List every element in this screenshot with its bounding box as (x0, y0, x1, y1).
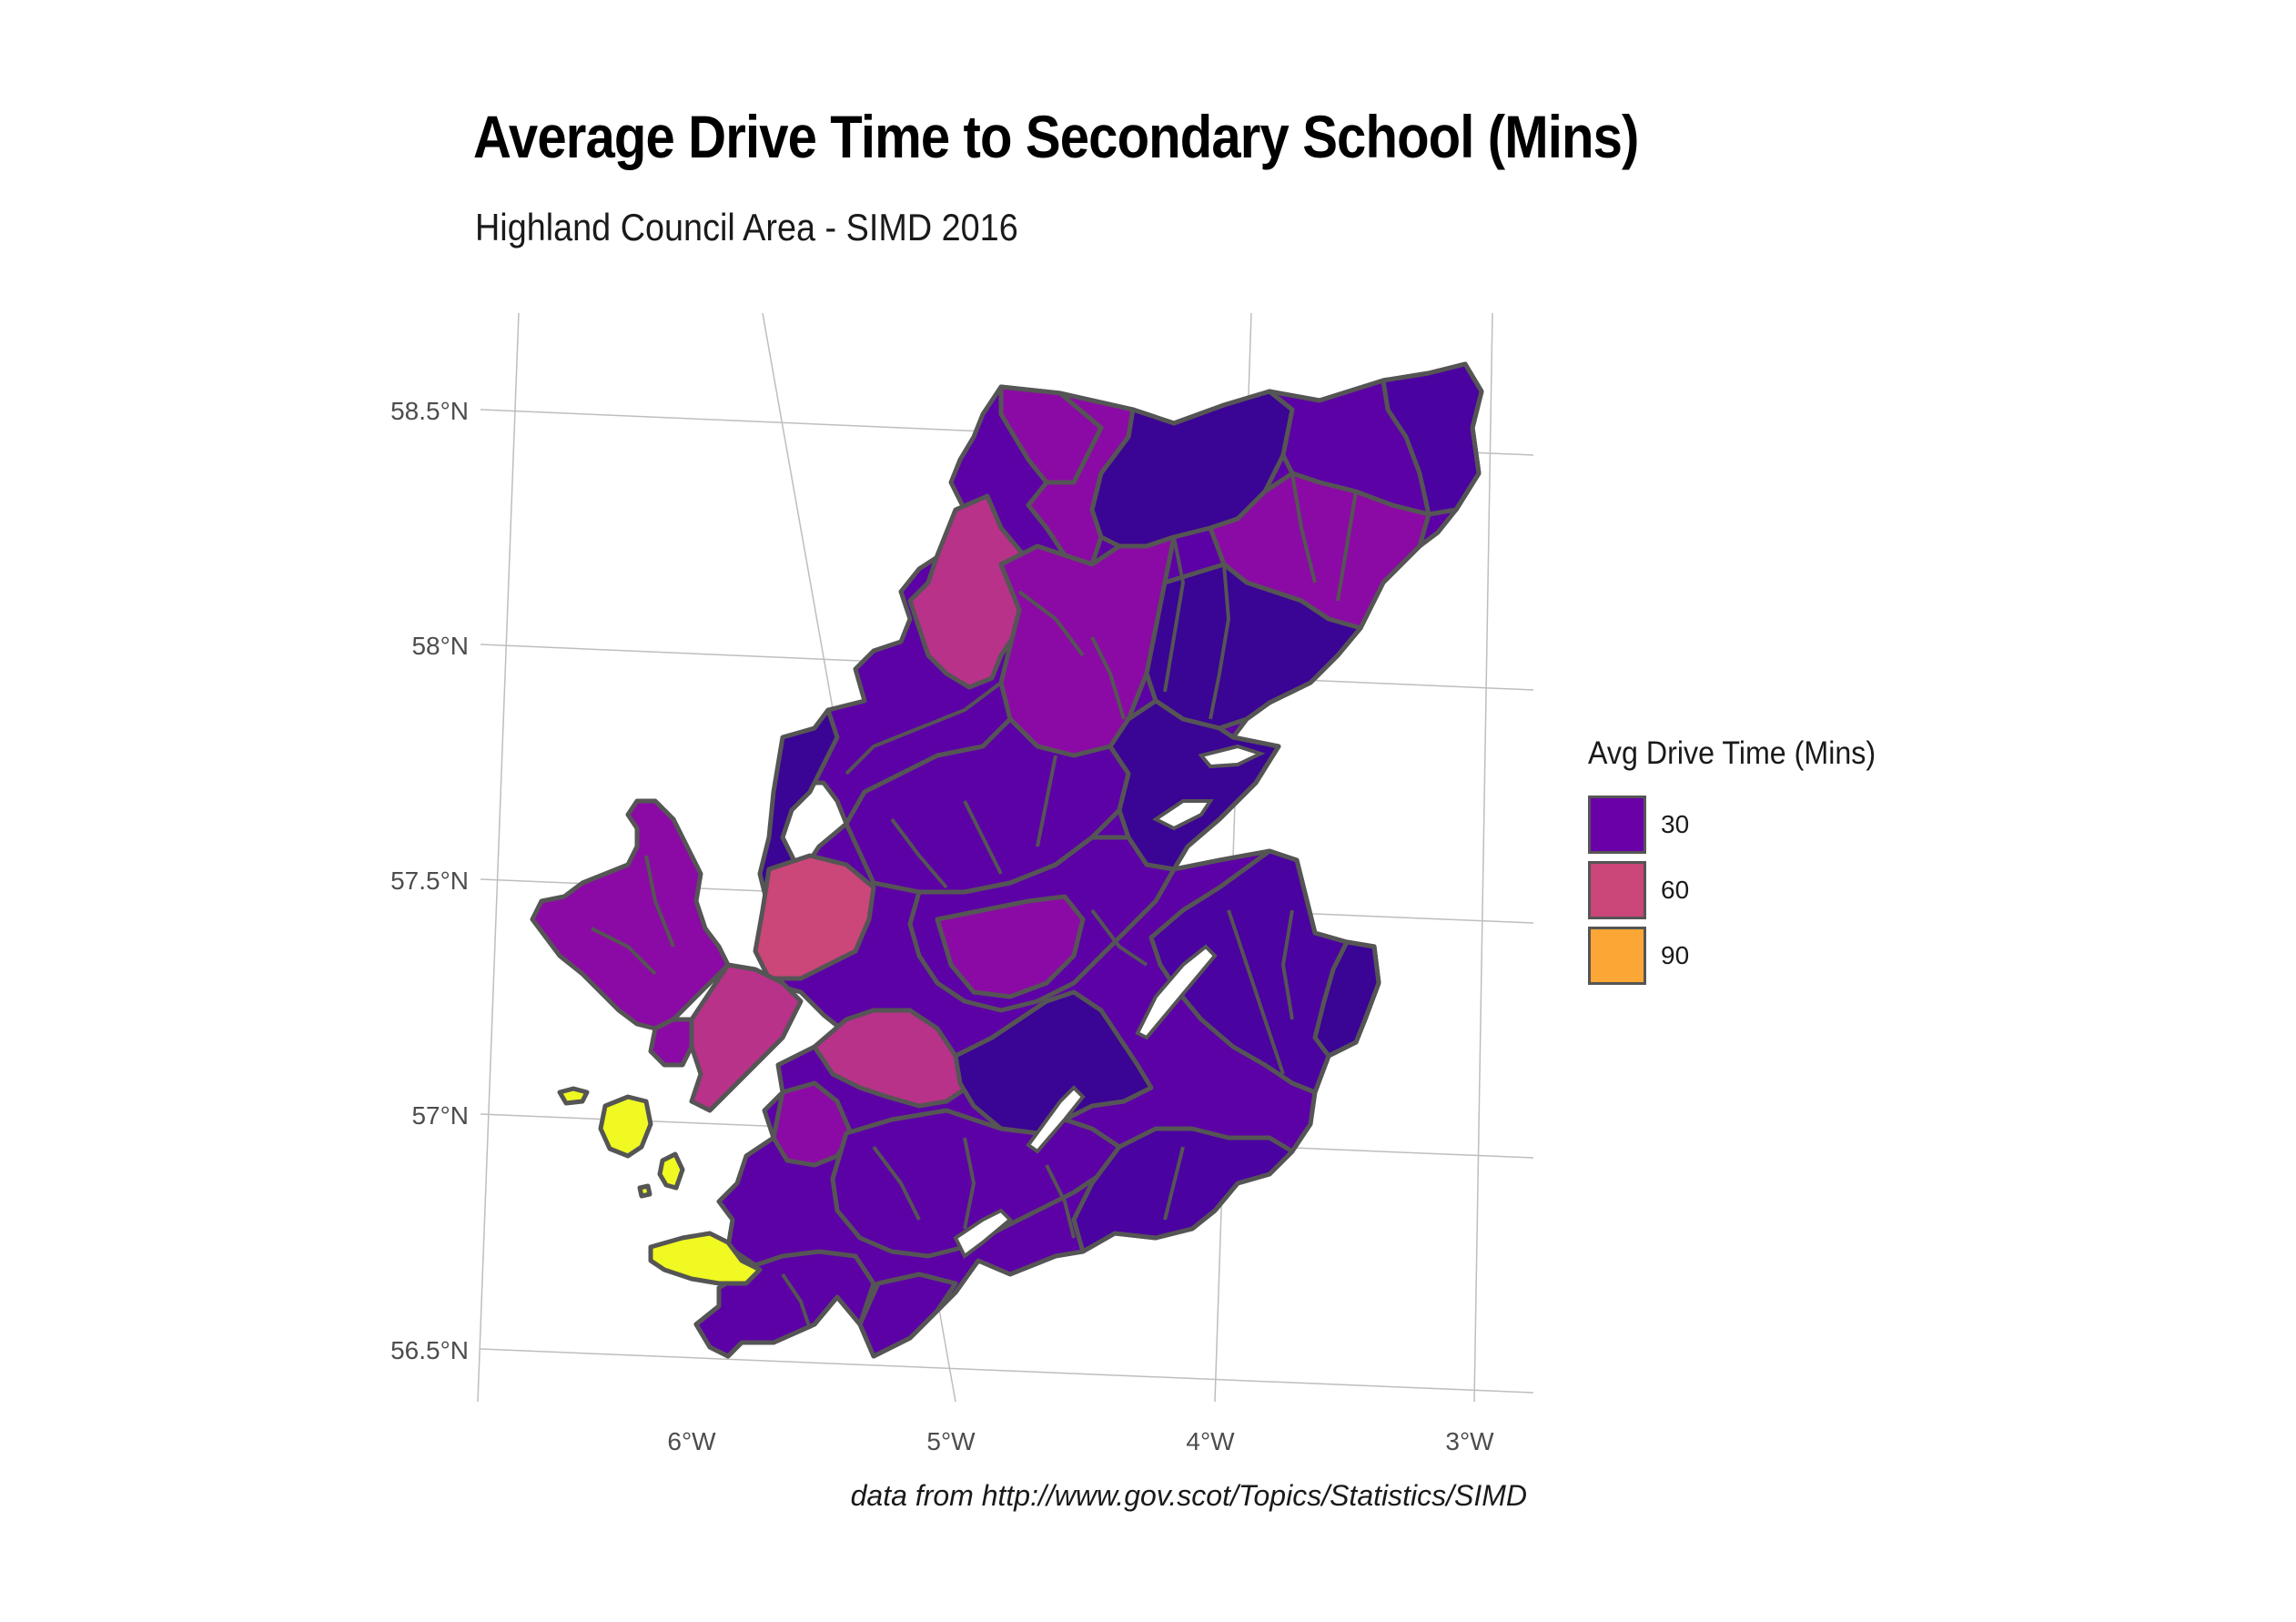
region-lochalsh-rose (753, 853, 876, 981)
legend-item-30: 30 (1588, 792, 1901, 857)
boundary-line (1281, 909, 1294, 1020)
internal-boundaries (591, 472, 1358, 1330)
lon-tick-labels: 6°W 5°W 4°W 3°W (667, 1427, 1494, 1455)
lon-tick-3: 3°W (1445, 1427, 1494, 1455)
region-skye-sleat (648, 1017, 694, 1068)
boundary-line (1017, 590, 1085, 657)
legend-swatch-30 (1588, 796, 1646, 854)
boundary-line (1090, 908, 1148, 967)
lat-tick-56-5: 56.5°N (390, 1336, 469, 1364)
data-source-caption: data from http://www.gov.scot/Topics/Sta… (850, 1479, 1527, 1512)
legend-label-90: 90 (1661, 941, 1690, 969)
loch-linnhe (953, 1208, 1013, 1260)
graticule-lon-6 (477, 312, 520, 1403)
region-central-deep-band (953, 989, 1154, 1136)
boundary-line (845, 681, 1003, 776)
region-east-coast-deep (1144, 562, 1363, 731)
lon-tick-5: 5°W (926, 1427, 976, 1455)
legend-title: Avg Drive Time (Mins) (1588, 735, 1876, 771)
region-muck (637, 1183, 652, 1199)
boundary-line (1045, 1164, 1076, 1239)
boundary-line (1290, 472, 1317, 583)
graticule-lat-56-5 (480, 1348, 1534, 1394)
lat-tick-57-5: 57.5°N (390, 867, 469, 895)
beauly-firth (1152, 799, 1214, 831)
region-strathspey-deep (1312, 939, 1381, 1059)
boundary-line (1090, 636, 1126, 720)
lon-tick-4: 4°W (1186, 1427, 1235, 1455)
legend-label-30: 30 (1661, 810, 1690, 838)
boundary-line (644, 855, 675, 948)
region-eigg (657, 1151, 685, 1191)
region-lochaber-east (1071, 1126, 1295, 1254)
legend-label-60: 60 (1661, 876, 1690, 904)
region-nw-coast-pink (907, 493, 1027, 690)
boundary-line (963, 800, 1003, 875)
region-rum (598, 1094, 653, 1159)
map-title: Average Drive Time to Secondary School (… (473, 103, 1639, 170)
lat-tick-58: 58°N (411, 632, 469, 660)
boundary-line (781, 1272, 812, 1330)
legend-swatch-60 (1588, 861, 1646, 919)
cromarty-firth (1198, 744, 1266, 769)
boundary-line (1227, 909, 1285, 1075)
lat-tick-58-5: 58.5°N (390, 397, 469, 425)
region-lochaber-south (830, 1108, 1122, 1259)
region-glen-affric-magenta (935, 894, 1086, 999)
boundary-line (1336, 491, 1358, 602)
boundary-line (1163, 1146, 1185, 1221)
map-subtitle: Highland Council Area - SIMD 2016 (475, 206, 1018, 248)
boundary-line (872, 1145, 921, 1221)
boundary-line (1209, 563, 1230, 720)
lat-tick-57: 57°N (411, 1101, 469, 1130)
region-morvern (857, 1272, 958, 1359)
region-skye (530, 798, 731, 1031)
legend-item-90: 90 (1588, 923, 1901, 988)
boundary-line (591, 927, 657, 976)
legend-item-60: 60 (1588, 857, 1901, 923)
loch-ness (1135, 944, 1218, 1040)
lochs (953, 744, 1266, 1260)
boundary-line (890, 817, 948, 889)
region-coll (648, 1231, 763, 1286)
boundary-line (963, 1137, 976, 1230)
legend-swatch-90 (1588, 927, 1646, 985)
region-canna (557, 1086, 590, 1106)
map-regions (530, 361, 1484, 1359)
boundary-line (1163, 536, 1185, 693)
region-ross-east-deep (1108, 698, 1281, 872)
legend: Avg Drive Time (Mins) 30 60 90 (1588, 735, 1901, 988)
lat-tick-labels: 58.5°N 58°N 57.5°N 57°N 56.5°N (390, 397, 469, 1364)
boundary-line (1036, 755, 1057, 847)
lon-tick-6: 6°W (667, 1427, 716, 1455)
region-caithness-east (1381, 361, 1484, 517)
graticule-lon-3 (1473, 312, 1493, 1403)
loch-lochy (1026, 1085, 1086, 1154)
